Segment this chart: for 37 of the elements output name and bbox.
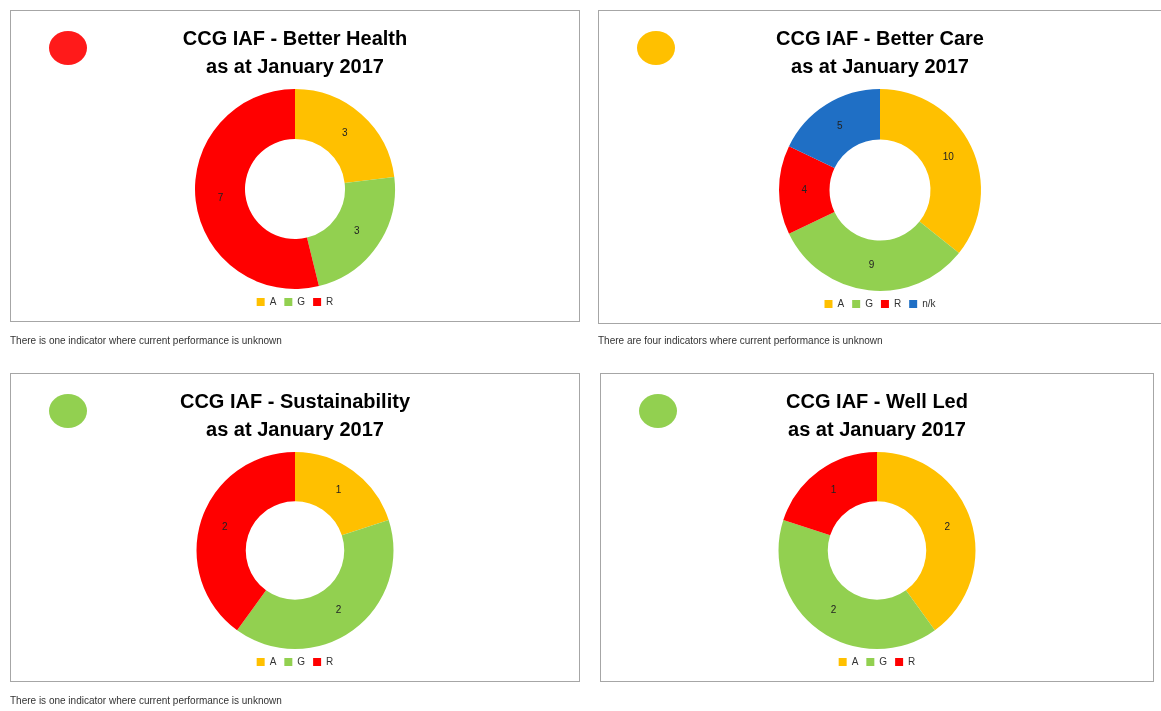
data-label: 9: [868, 259, 875, 271]
legend-label: R: [908, 655, 916, 667]
text: There is one indicator where current performance is unknown: [10, 335, 282, 346]
legend-label: R: [893, 297, 902, 309]
data-label: 3: [341, 126, 348, 138]
chart-subtitle: as at January 2017: [206, 417, 384, 440]
data-label: 3: [353, 225, 360, 237]
legend-label: G: [879, 655, 888, 667]
data-label: 7: [217, 191, 224, 203]
data-label: 1: [830, 484, 837, 496]
chart-subtitle: as at January 2017: [788, 417, 966, 440]
data-label: 4: [801, 183, 808, 195]
chart-title: CCG IAF - Well Led: [786, 389, 968, 412]
data-label: 2: [221, 521, 228, 533]
legend-label: A: [851, 655, 859, 667]
data-label: 2: [830, 604, 837, 616]
data-label: 2: [335, 604, 342, 616]
text: There are four indicators where current performance is unknown: [598, 335, 883, 346]
legend-label: G: [297, 655, 306, 667]
data-label: 10: [942, 150, 955, 162]
chart-subtitle: as at January 2017: [791, 54, 969, 77]
chart-subtitle: as at January 2017: [206, 54, 384, 77]
legend-label: R: [326, 295, 334, 307]
chart-title: CCG IAF - Sustainability: [179, 389, 411, 412]
chart-title: CCG IAF - Better Health: [182, 26, 408, 49]
data-label: 1: [335, 484, 342, 496]
legend-label: n/k: [922, 297, 937, 309]
legend-label: R: [326, 655, 334, 667]
legend-label: A: [269, 295, 277, 307]
text: There is one indicator where current performance is unknown: [10, 695, 282, 706]
data-label: 5: [836, 119, 843, 131]
legend-label: A: [269, 655, 277, 667]
chart-title: CCG IAF - Better Care: [776, 26, 984, 49]
legend-label: A: [837, 297, 845, 309]
data-label: 2: [944, 521, 951, 533]
legend-label: G: [297, 295, 306, 307]
legend-label: G: [865, 297, 874, 309]
